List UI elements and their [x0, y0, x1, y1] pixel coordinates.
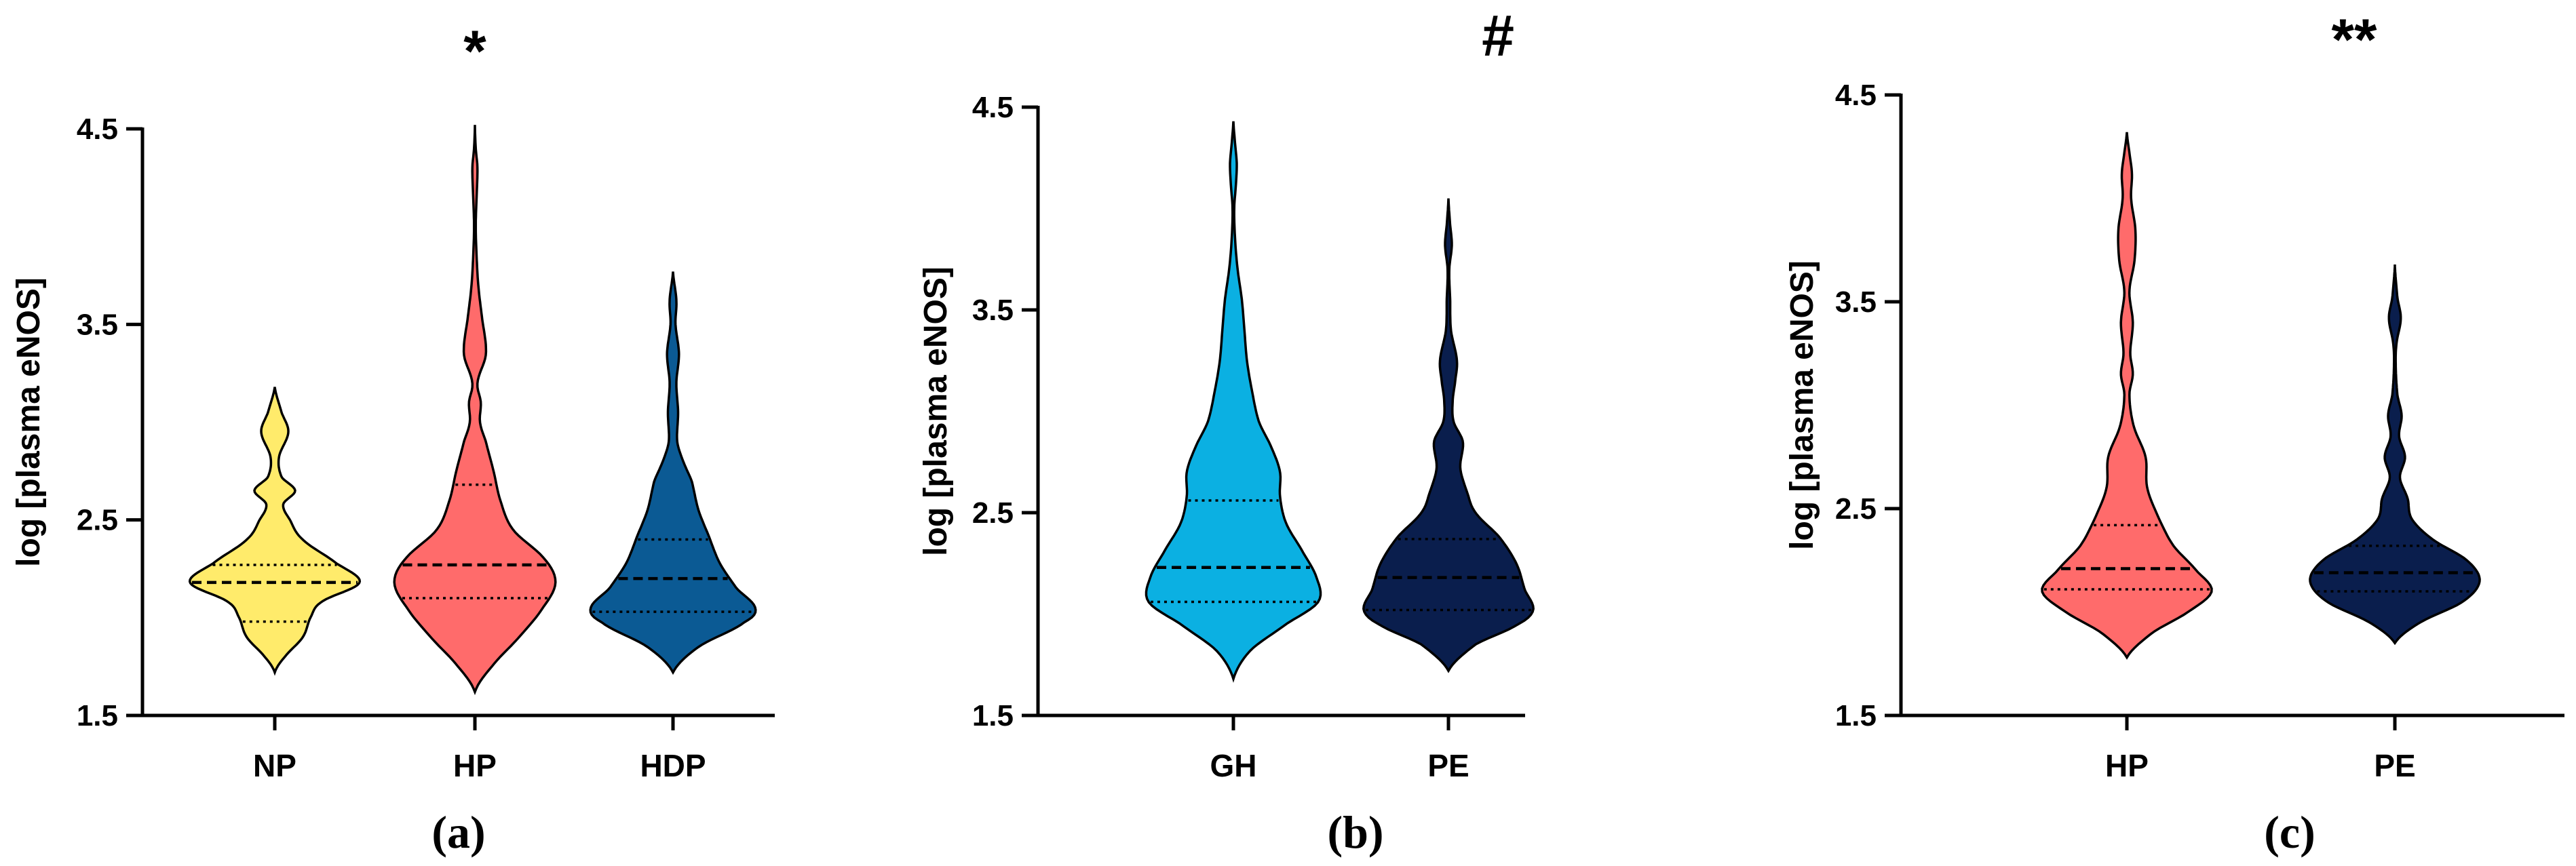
panel-c: 1.5 2.5 3.5 4.5 HP PE log [plasma eNOS] ** (c… [1784, 7, 2564, 858]
panel-a-violins [188, 125, 757, 696]
panel-b-category-label-pe: PE [1427, 748, 1469, 783]
panel-a-y-tick-label: 4.5 [77, 113, 118, 146]
panel-c-category-label-pe: PE [2374, 748, 2415, 783]
panel-c-ticks: 1.5 2.5 3.5 4.5 HP PE [1835, 79, 2416, 783]
panel-c-violin-pe [2309, 264, 2481, 646]
panel-b-violins [1145, 121, 1535, 683]
panel-b-y-tick-label: 4.5 [972, 91, 1014, 124]
panel-a-violin-np-body [188, 387, 362, 676]
panel-a-category-label-hdp: HDP [640, 748, 706, 783]
panel-a-violin-hdp [589, 271, 757, 675]
panel-a-ticks: 1.5 2.5 3.5 4.5 NP HP HDP [77, 113, 706, 783]
panel-b-significance-marker: # [1482, 3, 1514, 68]
panel-b-ticks: 1.5 2.5 3.5 4.5 GH PE [972, 91, 1469, 783]
panel-a: 1.52.53.54.5NP HP HDP log [plasma eNOS] * … [11, 19, 775, 858]
panel-b-y-axis-label: log [plasma eNOS] [918, 267, 954, 556]
panel-c-label: (c) [2264, 806, 2315, 858]
panel-c-violin-pe-body [2309, 264, 2481, 646]
panel-a-y-tick-label: 3.5 [77, 308, 118, 341]
panel-b-violin-pe-body [1362, 198, 1535, 673]
panel-c-violin-hp [2041, 132, 2213, 660]
panel-a-category-label-hp: HP [453, 748, 497, 783]
panel-a-violin-np [188, 387, 362, 676]
panel-b-violin-gh-body [1145, 121, 1322, 683]
panel-c-y-tick-label: 2.5 [1835, 492, 1877, 526]
panel-c-y-tick-label: 4.5 [1835, 79, 1877, 112]
panel-b-label: (b) [1327, 806, 1383, 858]
panel-b-violin-pe [1362, 198, 1535, 673]
panel-c-violins [2041, 132, 2481, 660]
panel-a-y-tick-label: 2.5 [77, 504, 118, 537]
panel-b-y-tick-label: 2.5 [972, 496, 1014, 530]
panel-a-violin-hdp-body [589, 271, 757, 675]
panel-c-category-label-hp: HP [2105, 748, 2149, 783]
panel-b-violin-gh [1145, 121, 1322, 683]
panel-a-label: (a) [431, 806, 485, 858]
panel-c-violin-hp-body [2041, 132, 2213, 660]
panel-b: 1.5 2.5 3.5 4.5 GH PE log [plasma eNOS] # (b) [918, 3, 1535, 858]
panel-a-violin-hp-body [393, 125, 557, 696]
panel-a-y-tick-label: 1.5 [77, 699, 118, 732]
panel-c-y-axis-label: log [plasma eNOS] [1784, 260, 1820, 550]
panel-a-y-axis-label: log [plasma eNOS] [11, 277, 47, 567]
panel-b-y-tick-label: 3.5 [972, 294, 1014, 327]
panel-c-significance-marker: ** [2332, 7, 2377, 73]
panel-a-violin-hp [393, 125, 557, 696]
panel-b-y-tick-label: 1.5 [972, 699, 1014, 732]
panel-a-category-label-np: NP [253, 748, 296, 783]
panel-c-y-tick-label: 1.5 [1835, 699, 1877, 732]
panel-a-significance-marker: * [463, 19, 486, 84]
panel-c-y-tick-label: 3.5 [1835, 286, 1877, 319]
panel-b-category-label-gh: GH [1210, 748, 1257, 783]
